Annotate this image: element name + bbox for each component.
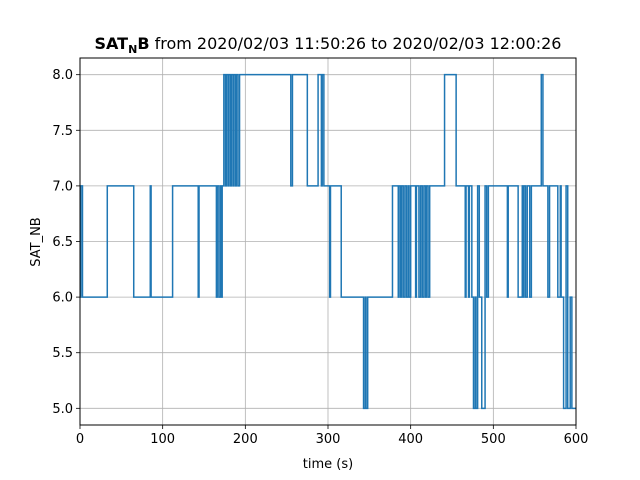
x-axis-label: time (s) (303, 457, 353, 472)
y-tick-label: 5.5 (52, 346, 73, 361)
y-tick-label: 6.5 (52, 235, 73, 250)
title-main: SAT (95, 34, 129, 53)
y-tick-label: 5.0 (52, 402, 73, 417)
y-tick-label: 8.0 (52, 68, 73, 83)
chart-title: SATNB from 2020/02/03 11:50:26 to 2020/0… (95, 34, 562, 56)
x-tick-label: 200 (233, 432, 258, 447)
series-line-sat-nb (80, 73, 576, 410)
title-main-suffix: B (137, 34, 149, 53)
x-tick-label: 300 (316, 432, 341, 447)
x-tick-label: 0 (76, 432, 84, 447)
grid-lines (79, 58, 577, 425)
x-tick-label: 600 (564, 432, 589, 447)
title-subscript: N (128, 43, 137, 56)
y-tick-label: 7.0 (52, 179, 73, 194)
x-tick-label: 500 (481, 432, 506, 447)
y-tick-label: 7.5 (52, 124, 73, 139)
y-axis-label: SAT_NB (29, 217, 44, 266)
y-tick-label: 6.0 (52, 291, 73, 306)
title-range: from 2020/02/03 11:50:26 to 2020/02/03 1… (150, 34, 562, 53)
x-axis: 0 100 200 300 400 500 600 (76, 425, 589, 447)
y-axis: 5.0 5.5 6.0 6.5 7.0 7.5 8.0 (52, 68, 80, 417)
x-tick-label: 400 (398, 432, 423, 447)
x-tick-label: 100 (150, 432, 175, 447)
